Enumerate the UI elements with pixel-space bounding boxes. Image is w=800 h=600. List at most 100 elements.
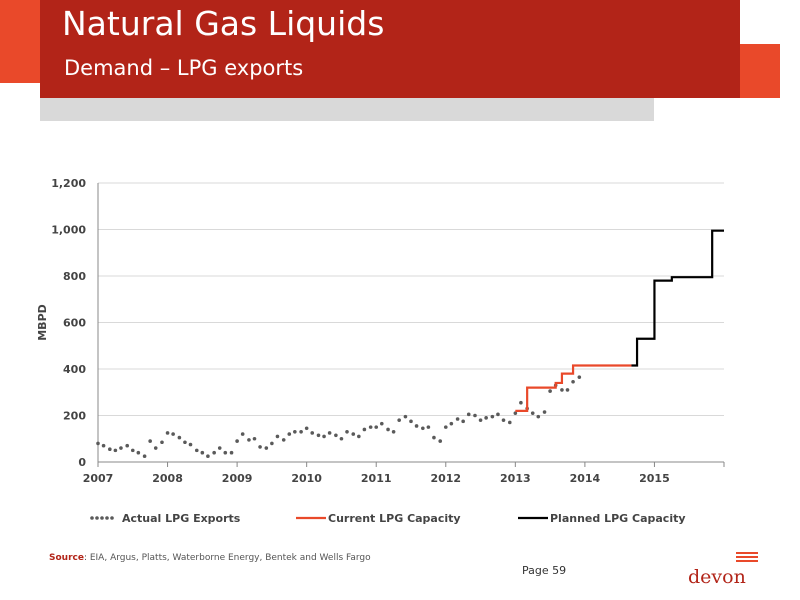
page-number: Page 59 — [522, 564, 567, 577]
x-tick-label: 2007 — [83, 472, 114, 485]
actual-export-point — [264, 446, 269, 450]
actual-export-point — [148, 439, 152, 443]
actual-export-point — [397, 418, 401, 422]
source-text: : EIA, Argus, Platts, Waterborne Energy,… — [83, 553, 371, 563]
slide-title: Natural Gas Liquids — [62, 4, 385, 43]
actual-export-point — [240, 432, 245, 436]
actual-export-point — [229, 450, 234, 455]
actual-export-point — [362, 427, 367, 432]
y-tick-label: 0 — [78, 456, 86, 469]
actual-export-point — [409, 419, 413, 424]
actual-export-point — [530, 411, 535, 415]
actual-export-point — [484, 416, 488, 420]
actual-export-point — [548, 389, 552, 393]
actual-export-point — [501, 418, 506, 422]
actual-export-point — [322, 434, 326, 439]
legend-swatch-actual — [90, 516, 94, 520]
actual-export-point — [403, 414, 408, 419]
actual-export-point — [536, 414, 541, 419]
y-tick-label: 800 — [63, 270, 86, 283]
actual-export-point — [119, 446, 123, 450]
actual-export-point — [379, 421, 384, 426]
actual-export-point — [339, 436, 344, 441]
y-tick-label: 400 — [63, 363, 86, 376]
actual-export-point — [374, 425, 379, 429]
actual-export-point — [183, 440, 187, 445]
actual-export-point — [258, 445, 262, 449]
actual-export-point — [478, 418, 483, 422]
actual-export-point — [217, 446, 222, 450]
legend-swatch-actual — [105, 516, 109, 520]
actual-export-point — [304, 426, 309, 431]
actual-export-point — [299, 429, 303, 434]
actual-export-point — [473, 413, 477, 418]
actual-export-point — [357, 434, 361, 439]
actual-export-point — [235, 439, 239, 443]
x-tick-label: 2013 — [500, 472, 531, 485]
actual-export-point — [426, 425, 431, 429]
legend-label: Current LPG Capacity — [328, 512, 461, 525]
actual-export-point — [270, 441, 274, 446]
source-label: Source — [49, 553, 84, 563]
actual-export-point — [542, 410, 547, 414]
actual-export-point — [247, 438, 251, 442]
actual-export-point — [455, 417, 460, 421]
actual-export-point — [171, 432, 175, 436]
actual-export-point — [153, 446, 158, 450]
lpg-exports-chart: 0 200 400 600 800 1,000 1,200 2007 2008 2009 2010 2… — [36, 177, 725, 525]
actual-export-point — [160, 440, 164, 445]
actual-export-point — [351, 432, 356, 436]
planned-capacity-line — [631, 229, 724, 367]
actual-export-point — [571, 379, 575, 384]
actual-export-point — [223, 450, 228, 455]
logo-stripes-icon — [736, 552, 758, 564]
actual-export-point — [513, 411, 518, 415]
y-tick-label: 1,000 — [51, 224, 86, 237]
legend-label: Planned LPG Capacity — [550, 512, 686, 525]
source-note: Source: EIA, Argus, Platts, Waterborne E… — [49, 553, 371, 563]
actual-export-point — [165, 431, 170, 435]
actual-export-point — [252, 436, 257, 441]
actual-export-point — [414, 424, 419, 428]
actual-export-point — [443, 425, 448, 429]
actual-export-point — [287, 432, 292, 436]
actual-export-point — [177, 435, 182, 440]
actual-export-point — [560, 388, 564, 392]
actual-export-point — [461, 419, 465, 424]
y-axis-label: MBPD — [36, 304, 49, 341]
actual-export-point — [421, 426, 425, 431]
actual-export-point — [490, 414, 495, 419]
actual-export-point — [432, 435, 436, 440]
x-tick-label: 2012 — [430, 472, 461, 485]
actual-export-point — [438, 439, 443, 443]
actual-export-point — [496, 412, 500, 417]
x-tick-label: 2009 — [222, 472, 253, 485]
actual-export-point — [96, 441, 100, 446]
actual-export-point — [507, 420, 512, 425]
x-tick-label: 2015 — [639, 472, 670, 485]
actual-export-point — [386, 427, 390, 432]
actual-export-point — [293, 429, 297, 434]
y-tick-label: 200 — [63, 410, 86, 423]
x-tick-label: 2014 — [570, 472, 601, 485]
x-tick-label: 2008 — [152, 472, 183, 485]
y-tick-label: 1,200 — [51, 177, 86, 190]
legend-label: Actual LPG Exports — [122, 512, 241, 525]
x-tick-label: 2011 — [361, 472, 392, 485]
actual-export-point — [310, 431, 315, 435]
header-orange-band-right — [740, 44, 780, 98]
actual-export-point — [194, 448, 199, 453]
actual-export-point — [345, 429, 349, 434]
actual-export-point — [368, 425, 373, 429]
actual-export-point — [316, 433, 321, 438]
actual-export-point — [108, 447, 112, 452]
actual-export-point — [142, 454, 147, 458]
actual-export-point — [449, 421, 454, 426]
logo-text: devon — [688, 566, 746, 588]
actual-export-point — [130, 448, 135, 453]
actual-export-point — [327, 431, 332, 435]
actual-export-point — [577, 375, 582, 379]
header-red-band — [40, 0, 740, 98]
legend-swatch-actual — [110, 516, 114, 520]
current-capacity-line — [515, 364, 632, 412]
